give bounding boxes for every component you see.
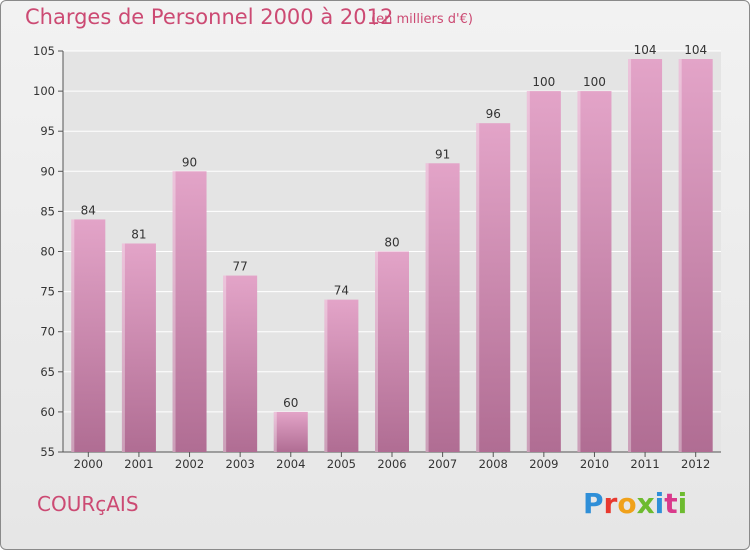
x-tick-label: 2007 — [428, 457, 457, 471]
bar-value-label: 84 — [81, 203, 96, 217]
bar-highlight — [172, 171, 176, 453]
y-tick-label: 90 — [40, 164, 55, 178]
bar-highlight — [628, 59, 632, 453]
bar-value-label: 104 — [634, 43, 657, 57]
bar — [121, 243, 156, 452]
y-tick-label: 105 — [33, 44, 55, 58]
y-tick-label: 55 — [40, 445, 55, 459]
x-tick-label: 2000 — [74, 457, 103, 471]
bar-highlight — [121, 243, 125, 452]
bar — [324, 299, 359, 452]
bar-value-label: 80 — [384, 236, 399, 250]
bar — [678, 59, 713, 453]
bar — [526, 91, 561, 452]
bar-highlight — [273, 411, 277, 452]
x-tick-label: 2004 — [276, 457, 305, 471]
bar — [577, 91, 612, 452]
bar-value-label: 77 — [233, 260, 248, 274]
chart-title: Charges de Personnel 2000 à 2012 — [25, 5, 394, 29]
bar-value-label: 60 — [283, 396, 298, 410]
bar-value-label: 81 — [131, 227, 146, 241]
bar-value-label: 100 — [532, 75, 555, 89]
bar-highlight — [577, 91, 581, 452]
x-tick-label: 2005 — [327, 457, 356, 471]
bar — [476, 123, 511, 453]
bar — [172, 171, 207, 453]
bar — [628, 59, 663, 453]
y-tick-label: 85 — [40, 204, 55, 218]
x-tick-label: 2001 — [124, 457, 153, 471]
y-tick-label: 75 — [40, 285, 55, 299]
y-tick-label: 60 — [40, 405, 55, 419]
x-tick-label: 2008 — [479, 457, 508, 471]
bar-highlight — [526, 91, 530, 452]
bar-value-label: 96 — [486, 107, 501, 121]
y-tick-label: 70 — [40, 325, 55, 339]
x-tick-label: 2003 — [226, 457, 255, 471]
x-tick-label: 2009 — [529, 457, 558, 471]
bar-highlight — [425, 163, 429, 452]
bar-value-label: 74 — [334, 284, 349, 298]
chart-subtitle: (en milliers d'€) — [371, 12, 473, 27]
bar-value-label: 100 — [583, 75, 606, 89]
bar-highlight — [678, 59, 682, 453]
bar — [223, 275, 258, 452]
y-tick-label: 100 — [33, 84, 55, 98]
commune-name: COURçAIS — [37, 492, 139, 516]
bar-value-label: 104 — [684, 43, 707, 57]
bar-highlight — [375, 251, 378, 452]
y-tick-label: 65 — [40, 365, 55, 379]
x-tick-label: 2010 — [580, 457, 609, 471]
bar-highlight — [476, 123, 480, 453]
bar — [375, 251, 409, 452]
bar-value-label: 91 — [435, 147, 450, 161]
bar-highlight — [223, 275, 227, 452]
bar — [273, 411, 308, 452]
bar-value-label: 90 — [182, 155, 197, 169]
bar — [71, 219, 106, 452]
x-tick-label: 2012 — [681, 457, 710, 471]
bar-highlight — [71, 219, 75, 452]
y-tick-label: 80 — [40, 245, 55, 259]
x-tick-label: 2002 — [175, 457, 204, 471]
x-tick-label: 2006 — [377, 457, 406, 471]
x-tick-label: 2011 — [630, 457, 659, 471]
bar-highlight — [324, 299, 328, 452]
bar — [425, 163, 460, 452]
y-tick-label: 95 — [40, 124, 55, 138]
proxiti-logo: Proxiti — [583, 487, 688, 520]
